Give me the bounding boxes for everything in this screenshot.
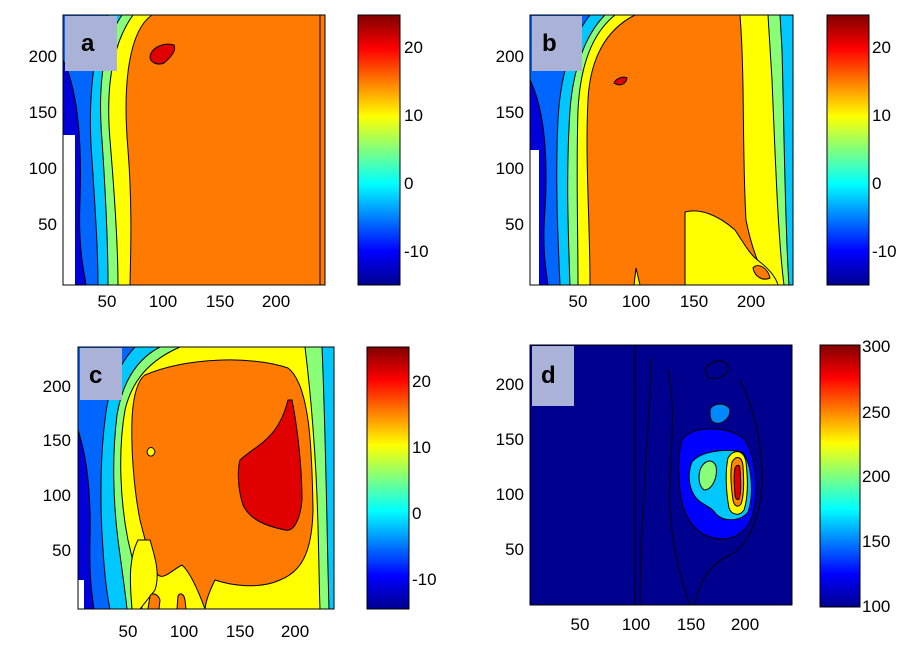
- panel-d-xticks: 50 100 150 200: [571, 615, 760, 634]
- panel-b-xtick-200: 200: [737, 292, 765, 311]
- panel-d-cbar-tick-150: 150: [862, 532, 890, 551]
- panel-d-ytick-150: 150: [496, 430, 524, 449]
- panel-c-ytick-200: 200: [43, 377, 71, 396]
- panel-c-yticks: 200 150 100 50: [43, 377, 71, 560]
- panel-d-cbar-tick-250: 250: [862, 403, 890, 422]
- panel-c-xticks: 50 100 150 200: [119, 622, 310, 641]
- panel-b-xticks: 50 100 150 200: [569, 292, 766, 311]
- panel-a-colorbar: 20 10 0 -10: [357, 14, 429, 286]
- panel-c-ytick-100: 100: [43, 486, 71, 505]
- panel-d: d 200 150 100 50 50 100 150 200 300 250 …: [496, 337, 891, 634]
- panel-b-cbar-tick-10: 10: [872, 106, 891, 125]
- panel-a-heatmap: [62, 14, 325, 286]
- panel-d-ytick-100: 100: [496, 485, 524, 504]
- panel-a-cbar-tick-10: 10: [404, 106, 423, 125]
- panel-d-xtick-150: 150: [677, 615, 705, 634]
- panel-b-label: b: [542, 30, 557, 57]
- panel-c-heatmap: [77, 346, 335, 610]
- panel-c-label-box: [80, 348, 122, 400]
- panel-a-xtick-150: 150: [206, 292, 234, 311]
- panel-b-yticks: 200 150 100 50: [496, 47, 524, 234]
- panel-c-cbar-tick-20: 20: [412, 372, 431, 391]
- panel-d-label-box: [532, 346, 574, 406]
- panel-d-colorbar: 300 250 200 150 100: [819, 337, 890, 616]
- panel-a-ytick-150: 150: [29, 103, 57, 122]
- panel-b-xtick-100: 100: [622, 292, 650, 311]
- panel-b-cbar-tick-0: 0: [872, 174, 881, 193]
- panel-a-xticks: 50 100 150 200: [98, 292, 291, 311]
- panel-b-ytick-150: 150: [496, 103, 524, 122]
- panel-c-cbar-tick-0: 0: [412, 504, 421, 523]
- panel-a-xtick-50: 50: [98, 292, 117, 311]
- panel-b-colorbar: 20 10 0 -10: [826, 14, 897, 286]
- panel-d-cbar-tick-100: 100: [862, 597, 890, 616]
- panel-b-ytick-100: 100: [496, 159, 524, 178]
- panel-d-xtick-200: 200: [731, 615, 759, 634]
- panel-a-ytick-50: 50: [38, 215, 57, 234]
- panel-a-xtick-200: 200: [262, 292, 290, 311]
- panel-a-label: a: [81, 30, 95, 57]
- panel-c-ytick-150: 150: [43, 431, 71, 450]
- panel-d-ytick-50: 50: [505, 540, 524, 559]
- panel-c: c 200 150 100 50 50 100 150 200 20 10 0 …: [43, 346, 437, 641]
- panel-b-ytick-50: 50: [505, 215, 524, 234]
- panel-a: a 200 150 100 50 50 100 150 200 20 10 0 …: [29, 14, 429, 311]
- panel-a-yticks: 200 150 100 50: [29, 47, 57, 234]
- panel-d-ytick-200: 200: [496, 375, 524, 394]
- panel-a-cbar-tick-m10: -10: [404, 242, 429, 261]
- panel-c-ytick-50: 50: [52, 541, 71, 560]
- panel-d-xtick-100: 100: [622, 615, 650, 634]
- panel-c-cbar-tick-10: 10: [412, 438, 431, 457]
- panel-b-cbar-tick-m10: -10: [872, 242, 897, 261]
- panel-b-cbar-tick-20: 20: [872, 38, 891, 57]
- panel-d-cbar-tick-200: 200: [862, 467, 890, 486]
- panel-b-xtick-150: 150: [680, 292, 708, 311]
- panel-d-cbar-tick-300: 300: [862, 337, 890, 356]
- panel-b-xtick-50: 50: [569, 292, 588, 311]
- panel-d-label: d: [541, 362, 556, 389]
- panel-d-xtick-50: 50: [571, 615, 590, 634]
- panel-a-label-box: [65, 16, 117, 71]
- panel-c-xtick-200: 200: [281, 622, 309, 641]
- panel-b-ytick-200: 200: [496, 47, 524, 66]
- panel-c-colorbar: 20 10 0 -10: [366, 346, 437, 610]
- panel-c-xtick-100: 100: [170, 622, 198, 641]
- panel-b: b 200 150 100 50 50 100 150 200 20 10 0 …: [496, 14, 897, 311]
- panel-c-xtick-150: 150: [226, 622, 254, 641]
- panel-c-cbar-tick-m10: -10: [412, 570, 437, 589]
- panel-a-cbar-tick-0: 0: [404, 174, 413, 193]
- panel-a-ytick-100: 100: [29, 159, 57, 178]
- panel-c-xtick-50: 50: [119, 622, 138, 641]
- panel-c-label: c: [89, 362, 102, 389]
- panel-a-cbar-tick-20: 20: [404, 38, 423, 57]
- panel-d-yticks: 200 150 100 50: [496, 375, 524, 559]
- panel-b-label-box: [532, 16, 582, 71]
- panel-a-ytick-200: 200: [29, 47, 57, 66]
- panel-a-xtick-100: 100: [149, 292, 177, 311]
